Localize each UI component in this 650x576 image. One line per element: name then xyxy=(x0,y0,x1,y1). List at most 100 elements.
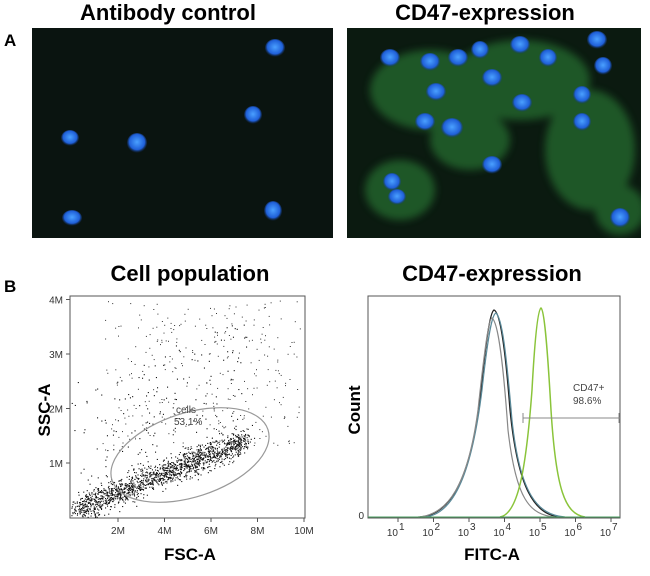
event-dot xyxy=(167,464,169,466)
event-dot xyxy=(195,470,197,472)
event-dot xyxy=(80,499,82,501)
event-dot xyxy=(213,460,215,462)
event-dot xyxy=(230,378,232,380)
event-dot xyxy=(159,476,161,478)
event-dot xyxy=(87,498,89,500)
event-dot xyxy=(215,453,217,455)
x-tick-label: 4M xyxy=(158,526,172,537)
event-dot xyxy=(140,485,142,487)
event-dot xyxy=(185,465,187,467)
x-tick-label: 10 xyxy=(564,528,576,539)
event-dot xyxy=(156,391,158,393)
event-dot xyxy=(79,512,81,514)
event-dot xyxy=(190,470,192,472)
event-dot xyxy=(87,509,89,511)
event-dot xyxy=(82,501,84,503)
event-dot xyxy=(201,354,203,356)
event-dot xyxy=(166,472,168,474)
event-dot xyxy=(93,512,95,514)
event-dot xyxy=(100,500,102,502)
event-dot xyxy=(105,449,107,451)
event-dot xyxy=(177,460,179,462)
event-dot xyxy=(126,485,128,487)
event-dot xyxy=(87,501,89,503)
event-dot xyxy=(152,444,154,446)
event-dot xyxy=(198,468,200,470)
event-dot xyxy=(213,453,215,455)
event-dot xyxy=(150,475,152,477)
event-dot xyxy=(133,493,135,495)
event-dot xyxy=(121,446,123,448)
event-dot xyxy=(129,486,131,488)
event-dot xyxy=(156,340,158,342)
event-dot xyxy=(234,442,236,444)
event-dot xyxy=(135,346,137,348)
event-dot xyxy=(87,502,89,504)
event-dot xyxy=(82,507,84,509)
event-dot xyxy=(130,481,132,483)
event-dot xyxy=(218,420,220,422)
event-dot xyxy=(134,478,136,480)
event-dot xyxy=(253,319,255,321)
event-dot xyxy=(134,490,136,492)
event-dot xyxy=(94,504,96,506)
event-dot xyxy=(98,514,100,516)
event-dot xyxy=(86,509,88,511)
event-dot xyxy=(162,474,164,476)
y-axis-label: SSC-A xyxy=(35,384,54,437)
event-dot xyxy=(231,446,233,448)
event-dot xyxy=(129,495,131,497)
event-dot xyxy=(122,431,123,433)
event-dot xyxy=(128,394,130,396)
event-dot xyxy=(159,468,161,470)
event-dot xyxy=(187,461,189,463)
event-dot xyxy=(146,484,148,486)
event-dot xyxy=(214,451,216,453)
event-dot xyxy=(223,427,225,429)
event-dot xyxy=(223,459,225,461)
event-dot xyxy=(182,463,184,465)
event-dot xyxy=(152,474,154,476)
event-dot xyxy=(235,436,237,438)
event-dot xyxy=(169,474,171,476)
event-dot xyxy=(204,468,206,470)
event-dot xyxy=(191,458,193,460)
event-dot xyxy=(203,464,205,466)
event-dot xyxy=(162,466,164,468)
event-dot xyxy=(140,489,142,491)
event-dot xyxy=(127,499,129,501)
event-dot xyxy=(118,501,120,503)
event-dot xyxy=(241,442,243,444)
event-dot xyxy=(168,471,170,473)
event-dot xyxy=(197,464,199,466)
event-dot xyxy=(188,464,190,466)
event-dot xyxy=(180,479,182,481)
event-dot xyxy=(187,447,189,449)
event-dot xyxy=(206,428,208,430)
event-dot xyxy=(239,445,241,447)
event-dot xyxy=(206,382,208,384)
event-dot xyxy=(119,376,121,378)
event-dot xyxy=(129,493,131,495)
event-dot xyxy=(209,442,211,444)
event-dot xyxy=(86,506,88,508)
event-dot xyxy=(199,454,201,456)
event-dot xyxy=(98,488,100,490)
event-dot xyxy=(196,463,198,465)
event-dot xyxy=(197,360,199,362)
event-dot xyxy=(150,471,152,473)
event-dot xyxy=(150,474,152,476)
event-dot xyxy=(90,506,92,508)
event-dot xyxy=(119,497,121,499)
event-dot xyxy=(296,301,298,303)
event-dot xyxy=(87,516,89,518)
event-dot xyxy=(194,452,196,454)
event-dot xyxy=(186,457,188,459)
event-dot xyxy=(148,465,150,467)
event-dot xyxy=(283,418,285,419)
event-dot xyxy=(86,400,88,402)
event-dot xyxy=(223,447,225,449)
event-dot xyxy=(80,498,82,500)
event-dot xyxy=(237,452,239,454)
event-dot xyxy=(209,466,211,468)
